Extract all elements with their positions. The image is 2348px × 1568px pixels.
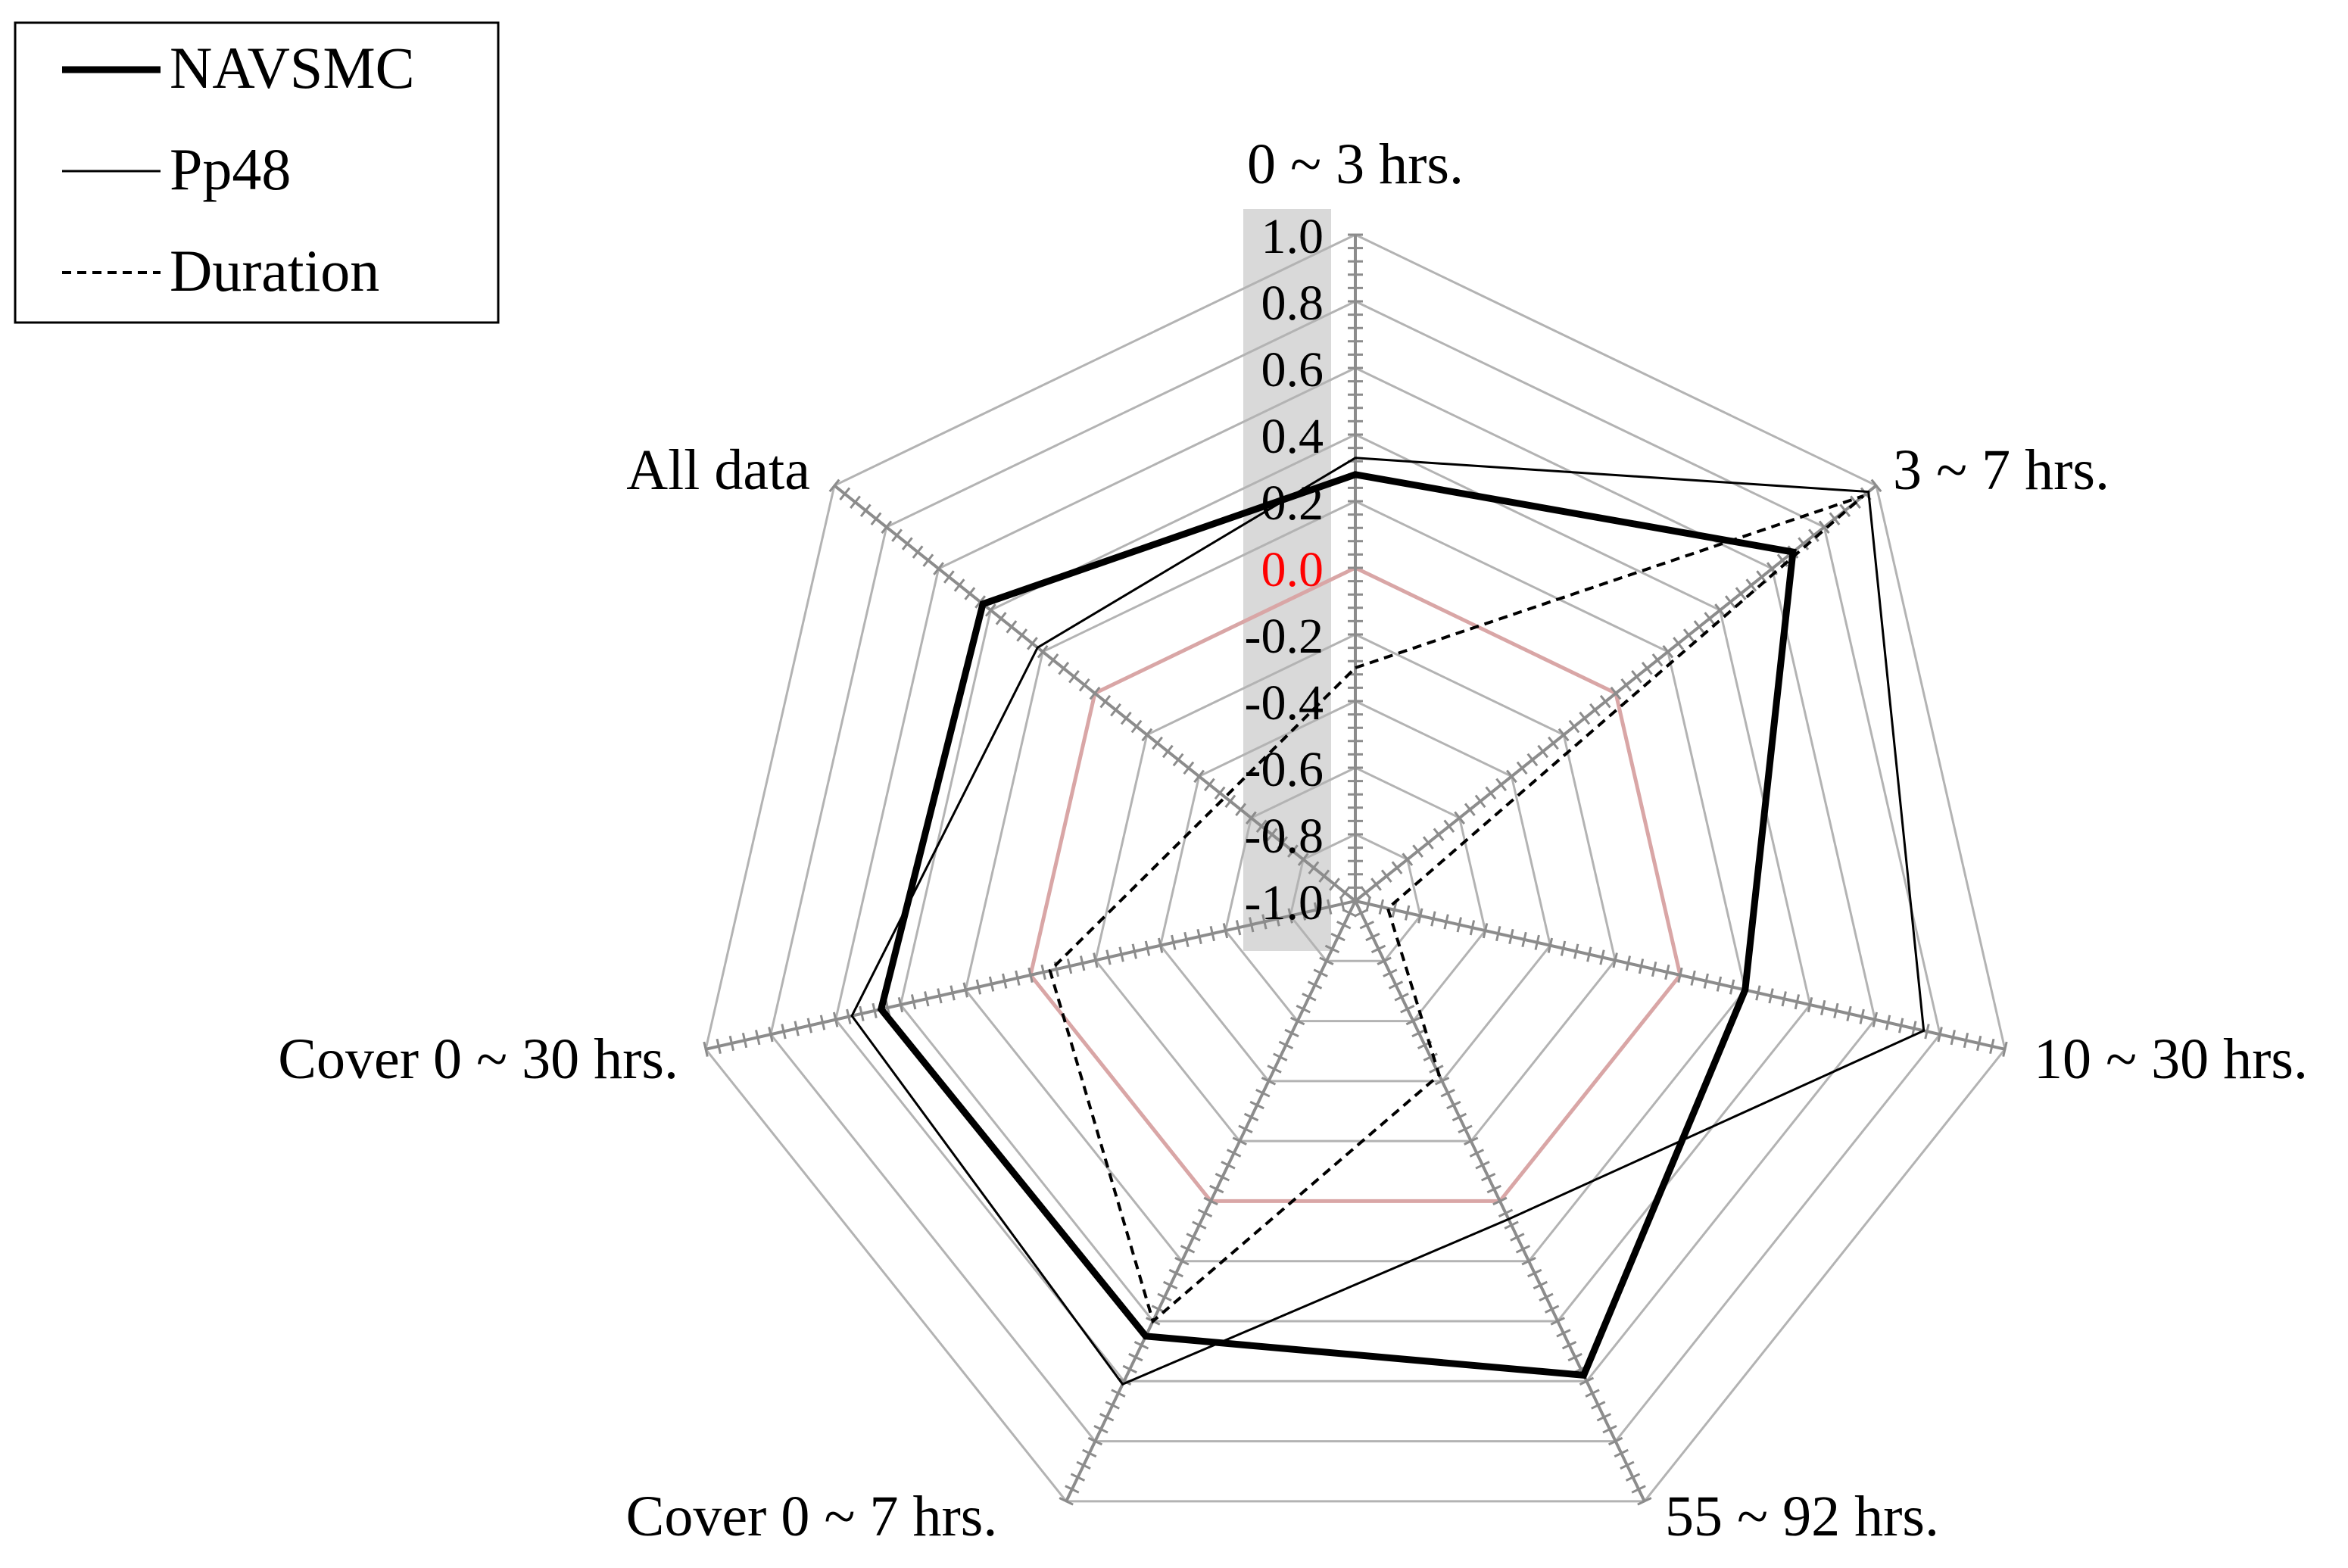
tick-label: 0.2: [1261, 475, 1324, 531]
grid-ring-zero: [1028, 566, 1682, 1203]
legend-label-pp48: Pp48: [170, 136, 291, 202]
grid-ring: [1158, 700, 1552, 1083]
axis-label-10-30-hrs: 10 ~ 30 hrs.: [2034, 1027, 2308, 1091]
axis-label-cover-0-30-hrs: Cover 0 ~ 30 hrs.: [278, 1027, 678, 1091]
tick-label-band: [1243, 209, 1331, 951]
tick-label: -1.0: [1245, 875, 1324, 931]
axis-label-3-7-hrs: 3 ~ 7 hrs.: [1893, 438, 2109, 502]
tick-label: 0.0: [1261, 542, 1324, 597]
axis-label-55-92-hrs: 55 ~ 92 hrs.: [1665, 1485, 1939, 1548]
grid-ring: [834, 366, 1876, 1383]
axis-minor-ticks: [828, 479, 1351, 899]
legend-label-navsmc: NAVSMC: [170, 35, 415, 101]
legend-label-duration: Duration: [170, 238, 379, 304]
grid-ring: [704, 233, 2007, 1503]
tick-label: 0.8: [1261, 276, 1324, 331]
grid-ring: [1094, 633, 1617, 1142]
tick-label: 0.6: [1261, 342, 1324, 397]
tick-label: 0.4: [1261, 409, 1324, 464]
grid-ring: [769, 300, 1941, 1443]
grid-ring: [1224, 766, 1487, 1023]
series-pp48: [850, 457, 1925, 1386]
tick-label: 1.0: [1261, 209, 1324, 264]
axis-minor-ticks: [1059, 909, 1358, 1506]
axis-label-0-3-hrs: 0 ~ 3 hrs.: [1247, 132, 1464, 196]
radar-grid: [703, 233, 2008, 1506]
series-duration: [1048, 494, 1865, 1324]
grid-ring: [964, 500, 1747, 1263]
grid-ring: [899, 433, 1812, 1323]
grid-ring: [1289, 833, 1422, 962]
axis-labels: 0 ~ 3 hrs. 3 ~ 7 hrs. 10 ~ 30 hrs. 55 ~ …: [278, 132, 2308, 1548]
legend: NAVSMC Pp48 Duration: [14, 21, 500, 324]
tick-label: -0.6: [1245, 742, 1324, 797]
series-navsmc: [877, 471, 1797, 1379]
axis-label-all-data: All data: [626, 438, 810, 502]
radial-tick-labels: 1.0 0.8 0.6 0.4 0.2 0.0 -0.2 -0.4 -0.6 -0.8 -1.0: [1245, 209, 1324, 931]
tick-label: -0.2: [1245, 609, 1324, 664]
tick-label: -0.8: [1245, 809, 1324, 864]
radar-series: [850, 457, 1925, 1386]
axis-label-cover-0-7-hrs: Cover 0 ~ 7 hrs.: [626, 1485, 998, 1548]
tick-label: -0.4: [1245, 675, 1324, 731]
axis-minor-ticks: [1348, 233, 1363, 889]
